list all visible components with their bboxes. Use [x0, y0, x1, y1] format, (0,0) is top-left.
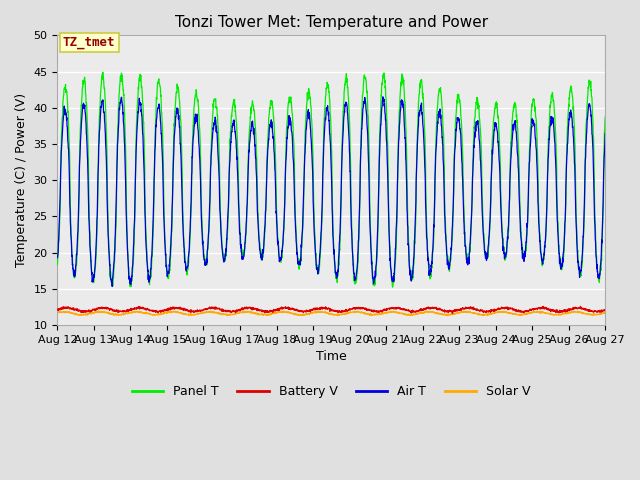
Line: Air T: Air T	[58, 97, 605, 287]
Solar V	[348, 310, 355, 315]
Air T	[108, 284, 116, 289]
Air T	[491, 124, 499, 130]
Solar V	[54, 310, 61, 316]
Air T	[379, 94, 387, 100]
Title: Tonzi Tower Met: Temperature and Power: Tonzi Tower Met: Temperature and Power	[175, 15, 488, 30]
Air T	[568, 125, 576, 131]
Battery V	[553, 307, 561, 312]
Battery V	[359, 306, 367, 312]
Battery V	[206, 305, 214, 311]
Panel T	[348, 207, 355, 213]
Air T	[207, 175, 214, 180]
Battery V	[602, 307, 609, 312]
Battery V	[568, 307, 576, 312]
Battery V	[577, 303, 584, 309]
Solar V	[602, 310, 609, 315]
Text: TZ_tmet: TZ_tmet	[63, 36, 115, 49]
Solar V	[568, 309, 576, 315]
Line: Panel T: Panel T	[58, 72, 605, 287]
Panel T	[99, 69, 107, 75]
Solar V	[554, 312, 561, 318]
Battery V	[449, 311, 456, 316]
Panel T	[388, 284, 396, 290]
Solar V	[95, 308, 102, 314]
Air T	[348, 221, 355, 227]
Panel T	[602, 114, 609, 120]
Legend: Panel T, Battery V, Air T, Solar V: Panel T, Battery V, Air T, Solar V	[127, 380, 536, 403]
Solar V	[444, 313, 451, 319]
Solar V	[207, 309, 214, 315]
Air T	[359, 105, 367, 110]
Line: Solar V: Solar V	[58, 311, 605, 316]
X-axis label: Time: Time	[316, 350, 347, 363]
Battery V	[347, 306, 355, 312]
Panel T	[207, 168, 214, 173]
Panel T	[568, 94, 576, 100]
Solar V	[359, 310, 367, 316]
Y-axis label: Temperature (C) / Power (V): Temperature (C) / Power (V)	[15, 93, 28, 267]
Panel T	[54, 262, 61, 267]
Panel T	[491, 106, 499, 112]
Line: Battery V: Battery V	[58, 306, 605, 313]
Panel T	[554, 200, 561, 205]
Panel T	[359, 89, 367, 95]
Air T	[602, 131, 609, 136]
Battery V	[491, 307, 499, 313]
Battery V	[54, 307, 61, 312]
Air T	[554, 217, 561, 223]
Air T	[54, 255, 61, 261]
Solar V	[491, 310, 499, 316]
